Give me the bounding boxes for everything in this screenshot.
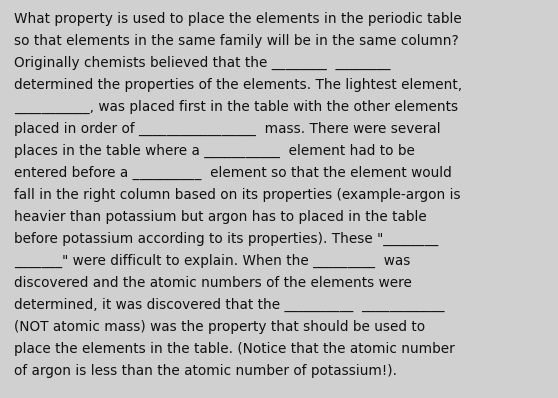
Text: place the elements in the table. (Notice that the atomic number: place the elements in the table. (Notice… [14, 342, 455, 356]
Text: _______" were difficult to explain. When the _________  was: _______" were difficult to explain. When… [14, 254, 410, 268]
Text: fall in the right column based on its properties (example-argon is: fall in the right column based on its pr… [14, 188, 460, 202]
Text: placed in order of _________________  mass. There were several: placed in order of _________________ mas… [14, 122, 441, 136]
Text: (NOT atomic mass) was the property that should be used to: (NOT atomic mass) was the property that … [14, 320, 425, 334]
Text: before potassium according to its properties). These "________: before potassium according to its proper… [14, 232, 438, 246]
Text: determined the properties of the elements. The lightest element,: determined the properties of the element… [14, 78, 462, 92]
Text: discovered and the atomic numbers of the elements were: discovered and the atomic numbers of the… [14, 276, 412, 290]
Text: so that elements in the same family will be in the same column?: so that elements in the same family will… [14, 34, 459, 48]
Text: determined, it was discovered that the __________  ____________: determined, it was discovered that the _… [14, 298, 445, 312]
Text: of argon is less than the atomic number of potassium!).: of argon is less than the atomic number … [14, 364, 397, 378]
Text: What property is used to place the elements in the periodic table: What property is used to place the eleme… [14, 12, 462, 26]
Text: entered before a __________  element so that the element would: entered before a __________ element so t… [14, 166, 452, 180]
Text: Originally chemists believed that the ________  ________: Originally chemists believed that the __… [14, 56, 391, 70]
Text: places in the table where a ___________  element had to be: places in the table where a ___________ … [14, 144, 415, 158]
Text: heavier than potassium but argon has to placed in the table: heavier than potassium but argon has to … [14, 210, 427, 224]
Text: ___________, was placed first in the table with the other elements: ___________, was placed first in the tab… [14, 100, 458, 114]
